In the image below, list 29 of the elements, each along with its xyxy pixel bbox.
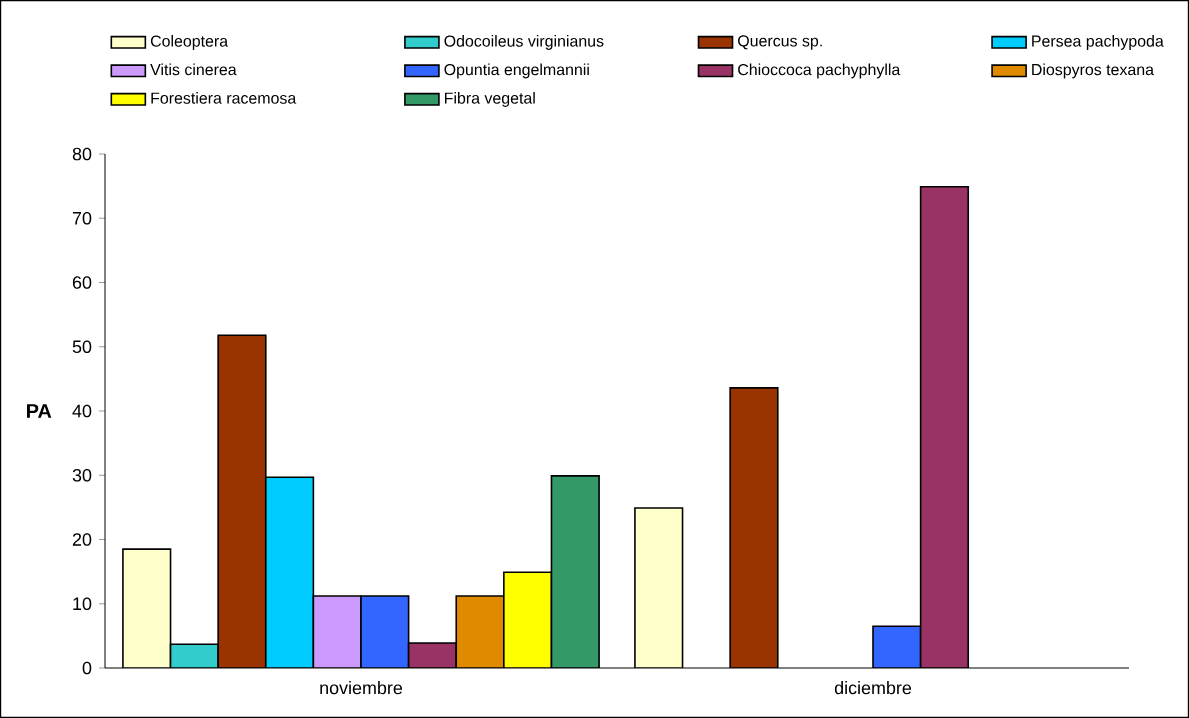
bar bbox=[217, 334, 267, 668]
y-tick-label: 30 bbox=[72, 468, 92, 482]
legend-label: Coleoptera bbox=[150, 35, 229, 50]
y-tick-label: 50 bbox=[72, 340, 92, 354]
y-tick-label: 40 bbox=[72, 404, 92, 418]
legend-label: Forestiera racemosa bbox=[151, 92, 297, 104]
bar bbox=[872, 625, 922, 668]
bar bbox=[634, 507, 684, 668]
y-tick-label: 80 bbox=[72, 147, 92, 161]
legend-label: Quercus sp. bbox=[738, 35, 822, 50]
y-tick-label: 70 bbox=[72, 211, 92, 225]
bar bbox=[360, 595, 410, 668]
x-tick-label: noviembre bbox=[320, 681, 403, 695]
y-tick-label: 10 bbox=[73, 597, 92, 611]
legend-label: Diospyros texana bbox=[1032, 63, 1155, 79]
x-tick-label: diciembre bbox=[834, 681, 912, 695]
y-axis-title: PA bbox=[27, 404, 52, 418]
legend-label: Chioccoca pachyphylla bbox=[738, 63, 901, 79]
legend-label: Odocoileus virginianus bbox=[444, 35, 604, 50]
bar bbox=[729, 387, 779, 668]
legend-label: Opuntia engelmannii bbox=[444, 63, 589, 79]
y-tick-label: 20 bbox=[72, 533, 92, 546]
bar bbox=[122, 548, 172, 668]
legend-label: Persea pachypoda bbox=[1032, 35, 1164, 50]
y-tick-label: 0 bbox=[82, 661, 92, 675]
legend-label: Vitis cinerea bbox=[150, 63, 237, 76]
bar bbox=[919, 185, 970, 668]
y-tick-label: 60 bbox=[72, 276, 92, 289]
legend-label: Fibra vegetal bbox=[445, 92, 535, 107]
